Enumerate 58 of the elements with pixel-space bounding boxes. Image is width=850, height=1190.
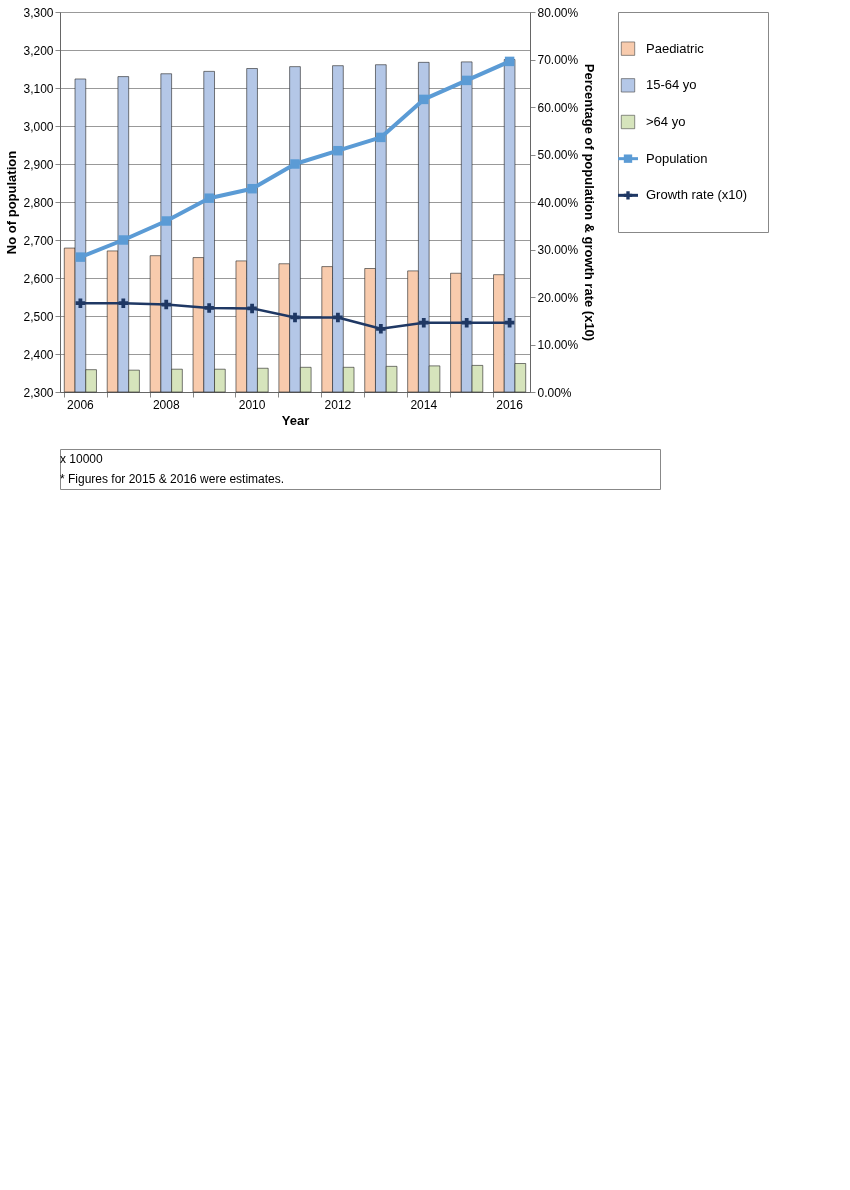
y-tick-label: 3,300 xyxy=(23,5,54,20)
point xyxy=(118,235,129,245)
point xyxy=(290,312,300,323)
legend-label: 15-64 yo xyxy=(646,77,697,93)
y2-tick-label: 0.00% xyxy=(537,385,572,400)
point xyxy=(461,317,472,328)
point xyxy=(75,252,86,262)
y-tick-label: 3,000 xyxy=(23,119,54,134)
x-tick-label: 2010 xyxy=(238,397,266,412)
point xyxy=(161,216,171,226)
y-axis-title: No of population xyxy=(4,150,20,255)
legend-label: Growth rate (x10) xyxy=(646,187,748,203)
y2-tick-label: 60.00% xyxy=(537,100,579,115)
x-tick-label: 2012 xyxy=(324,397,352,412)
point xyxy=(419,94,429,105)
text: x 10000 xyxy=(60,452,104,466)
point xyxy=(247,303,257,314)
x-tick-label: 2006 xyxy=(67,397,95,412)
y-tick-label: 2,700 xyxy=(23,233,54,248)
legend-label: Population xyxy=(646,150,708,166)
legend-label: Paediatric xyxy=(646,40,705,56)
point xyxy=(75,298,86,308)
y-tick-label: 2,900 xyxy=(23,157,54,172)
x-tick-label: 2014 xyxy=(410,397,438,412)
point xyxy=(333,312,343,323)
legend-label: >64 yo xyxy=(646,114,686,129)
y-tick-label: 2,600 xyxy=(23,271,54,286)
point xyxy=(504,56,515,67)
y-tick-label: 2,800 xyxy=(23,195,54,210)
point xyxy=(461,75,472,86)
x-tick-label: 2016 xyxy=(496,397,524,412)
point xyxy=(333,145,343,156)
y2-tick-label: 40.00% xyxy=(537,195,579,210)
y-tick-label: 2,500 xyxy=(23,309,54,324)
point xyxy=(247,183,257,194)
point xyxy=(504,317,515,328)
point xyxy=(161,299,171,310)
x-tick-label: 2008 xyxy=(152,397,180,412)
point xyxy=(376,324,386,334)
point xyxy=(118,298,129,308)
point xyxy=(376,132,386,143)
y2-tick-label: 10.00% xyxy=(537,338,579,352)
point xyxy=(290,159,300,169)
y-tick-label: 3,100 xyxy=(23,81,54,96)
text: * Figures for 2015 & 2016 were estimates. xyxy=(60,472,285,486)
x-axis-title: Year xyxy=(281,412,310,428)
y2-tick-label: 80.00% xyxy=(537,5,579,20)
y-tick-label: 2,400 xyxy=(23,347,54,362)
y-tick-label: 3,200 xyxy=(23,43,54,58)
point xyxy=(419,317,429,328)
y2-tick-label: 20.00% xyxy=(537,290,579,305)
y2-tick-label: 50.00% xyxy=(537,148,579,162)
y2-tick-label: 30.00% xyxy=(537,243,579,257)
point xyxy=(204,303,214,313)
y2-axis-title: Percentage of population & growth rate (x10) xyxy=(582,63,598,342)
y-tick-label: 2,300 xyxy=(23,385,54,400)
y2-tick-label: 70.00% xyxy=(537,53,579,67)
point xyxy=(204,193,214,203)
